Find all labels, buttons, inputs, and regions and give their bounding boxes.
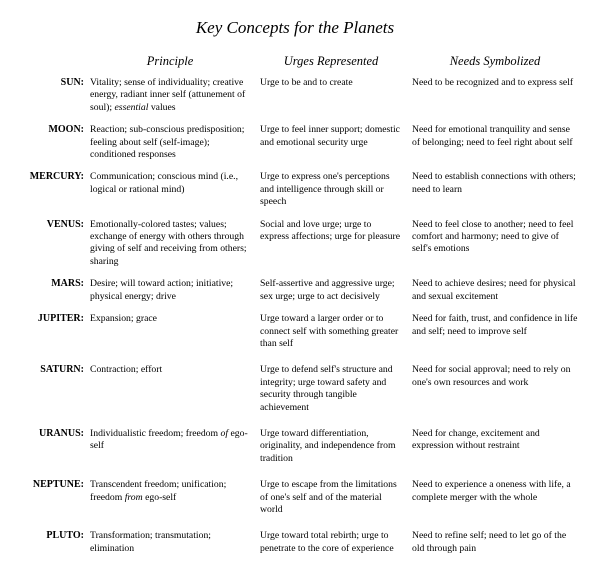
needs-cell: Need for social approval; need to rely o… xyxy=(412,364,578,389)
needs-cell: Need to refine self; need to let go of t… xyxy=(412,530,578,555)
table-row: MOON:Reaction; sub-conscious predisposit… xyxy=(12,124,578,161)
planet-label: VENUS: xyxy=(12,219,90,232)
urges-cell: Urge to defend self's structure and inte… xyxy=(260,364,412,414)
urges-cell: Urge to express one's perceptions and in… xyxy=(260,171,412,208)
table-row: NEPTUNE:Transcendent freedom; unificatio… xyxy=(12,479,578,516)
needs-cell: Need to be recognized and to express sel… xyxy=(412,77,578,89)
principle-cell: Expansion; grace xyxy=(90,313,260,325)
table-body: SUN:Vitality; sense of individuality; cr… xyxy=(12,77,578,555)
table-row: SATURN:Contraction; effortUrge to defend… xyxy=(12,364,578,414)
principle-cell: Reaction; sub-conscious predisposition; … xyxy=(90,124,260,161)
planet-label: SATURN: xyxy=(12,364,90,377)
table-row: MARS:Desire; will toward action; initiat… xyxy=(12,278,578,303)
planet-label: PLUTO: xyxy=(12,530,90,543)
page-title: Key Concepts for the Planets xyxy=(12,18,578,38)
needs-cell: Need to experience a oneness with life, … xyxy=(412,479,578,504)
table-row: PLUTO:Transformation; transmutation; eli… xyxy=(12,530,578,555)
urges-cell: Urge toward differentiation, originality… xyxy=(260,428,412,465)
planet-label: NEPTUNE: xyxy=(12,479,90,492)
urges-cell: Urge to feel inner support; domestic and… xyxy=(260,124,412,149)
principle-cell: Transcendent freedom; unification; freed… xyxy=(90,479,260,504)
table-row: SUN:Vitality; sense of individuality; cr… xyxy=(12,77,578,114)
table-row: VENUS:Emotionally-colored tastes; values… xyxy=(12,219,578,269)
column-header-row: Principle Urges Represented Needs Symbol… xyxy=(12,54,578,69)
planet-label: MERCURY: xyxy=(12,171,90,184)
planet-label: JUPITER: xyxy=(12,313,90,326)
principle-cell: Vitality; sense of individuality; creati… xyxy=(90,77,260,114)
needs-cell: Need to achieve desires; need for physic… xyxy=(412,278,578,303)
needs-cell: Need to feel close to another; need to f… xyxy=(412,219,578,256)
header-principle: Principle xyxy=(90,54,260,69)
header-urges: Urges Represented xyxy=(260,54,412,69)
urges-cell: Urge to escape from the limitations of o… xyxy=(260,479,412,516)
principle-cell: Communication; conscious mind (i.e., log… xyxy=(90,171,260,196)
urges-cell: Self-assertive and aggressive urge; sex … xyxy=(260,278,412,303)
urges-cell: Urge to be and to create xyxy=(260,77,412,89)
principle-cell: Individualistic freedom; freedom of ego-… xyxy=(90,428,260,453)
table-row: JUPITER:Expansion; graceUrge toward a la… xyxy=(12,313,578,350)
principle-cell: Emotionally-colored tastes; values; exch… xyxy=(90,219,260,269)
table-row: MERCURY:Communication; conscious mind (i… xyxy=(12,171,578,208)
needs-cell: Need to establish connections with other… xyxy=(412,171,578,196)
urges-cell: Urge toward a larger order or to connect… xyxy=(260,313,412,350)
urges-cell: Social and love urge; urge to express af… xyxy=(260,219,412,244)
planet-label: MARS: xyxy=(12,278,90,291)
table-row: URANUS:Individualistic freedom; freedom … xyxy=(12,428,578,465)
header-needs: Needs Symbolized xyxy=(412,54,578,69)
principle-cell: Desire; will toward action; initiative; … xyxy=(90,278,260,303)
needs-cell: Need for change, excitement and expressi… xyxy=(412,428,578,453)
page-container: { "title": "Key Concepts for the Planets… xyxy=(0,0,600,563)
planet-label: URANUS: xyxy=(12,428,90,441)
planet-label: SUN: xyxy=(12,77,90,90)
needs-cell: Need for emotional tranquility and sense… xyxy=(412,124,578,149)
needs-cell: Need for faith, trust, and confidence in… xyxy=(412,313,578,338)
principle-cell: Contraction; effort xyxy=(90,364,260,376)
urges-cell: Urge toward total rebirth; urge to penet… xyxy=(260,530,412,555)
planet-label: MOON: xyxy=(12,124,90,137)
principle-cell: Transformation; transmutation; eliminati… xyxy=(90,530,260,555)
